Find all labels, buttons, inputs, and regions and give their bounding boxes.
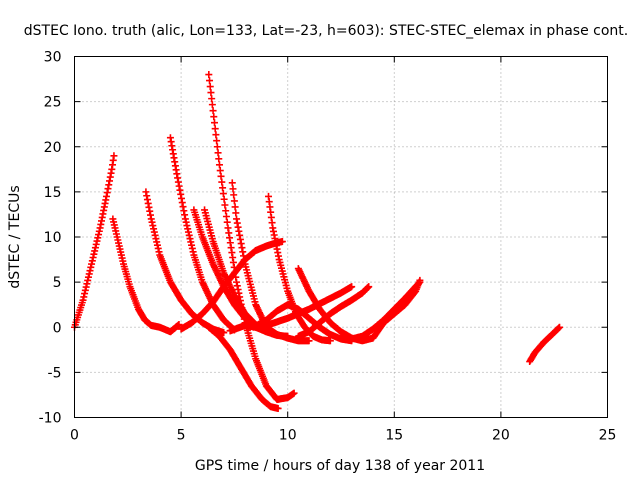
data-marks	[71, 71, 564, 412]
x-tick-label: 20	[492, 428, 510, 444]
x-tick-label: 5	[177, 428, 186, 444]
data-point	[305, 337, 313, 345]
x-tick-label: 10	[279, 428, 297, 444]
x-axis-label: GPS time / hours of day 138 of year 2011	[195, 458, 485, 474]
data-series	[205, 71, 298, 403]
data-point	[232, 209, 240, 217]
data-point	[213, 143, 221, 151]
data-point	[207, 89, 215, 97]
y-tick-label: 25	[44, 95, 62, 111]
y-axis-label: dSTEC / TECUs	[7, 185, 23, 288]
y-tick-label: 30	[44, 50, 62, 66]
data-point	[228, 179, 236, 187]
data-point	[208, 101, 216, 109]
data-point	[230, 191, 238, 199]
data-point	[211, 119, 219, 127]
y-tick-label: -10	[39, 411, 62, 427]
data-point	[215, 155, 223, 163]
data-point	[229, 185, 237, 193]
data-point	[365, 283, 373, 291]
y-tick-label: 0	[53, 320, 62, 336]
data-point	[209, 107, 217, 115]
axes: 0 5 10 15 20 25 -10 -5 0 5 10 15 20 25 30	[39, 50, 617, 444]
data-point	[348, 283, 356, 291]
data-point	[213, 137, 221, 145]
y-tick-label: -5	[48, 365, 62, 381]
data-point	[206, 83, 214, 91]
x-tick-label: 25	[599, 428, 617, 444]
data-point	[208, 95, 216, 103]
chart-title: dSTEC Iono. truth (alic, Lon=133, Lat=-2…	[24, 23, 628, 39]
y-tick-label: 15	[44, 185, 62, 201]
data-point	[416, 278, 424, 286]
data-series	[205, 323, 282, 412]
data-series	[228, 179, 313, 345]
data-point	[211, 125, 219, 133]
data-series	[294, 283, 373, 340]
data-series	[337, 278, 424, 343]
data-point	[214, 149, 222, 157]
data-series	[265, 192, 334, 345]
data-point	[278, 238, 286, 246]
data-point	[110, 152, 118, 160]
data-series	[526, 323, 564, 366]
data-point	[220, 329, 228, 337]
data-point	[210, 113, 218, 121]
x-tick-label: 0	[70, 428, 79, 444]
data-point	[205, 71, 213, 79]
y-tick-label: 10	[44, 230, 62, 246]
data-point	[556, 323, 564, 331]
data-point	[212, 131, 220, 139]
grid	[74, 56, 608, 418]
data-point	[175, 321, 183, 329]
data-point	[206, 77, 214, 85]
x-tick-label: 15	[385, 428, 403, 444]
data-point	[230, 197, 238, 205]
y-tick-label: 20	[44, 140, 62, 156]
data-series	[109, 215, 183, 336]
data-point	[326, 337, 334, 345]
y-tick-label: 5	[53, 275, 62, 291]
data-point	[290, 389, 298, 397]
data-point	[274, 404, 282, 412]
data-point	[231, 203, 239, 211]
